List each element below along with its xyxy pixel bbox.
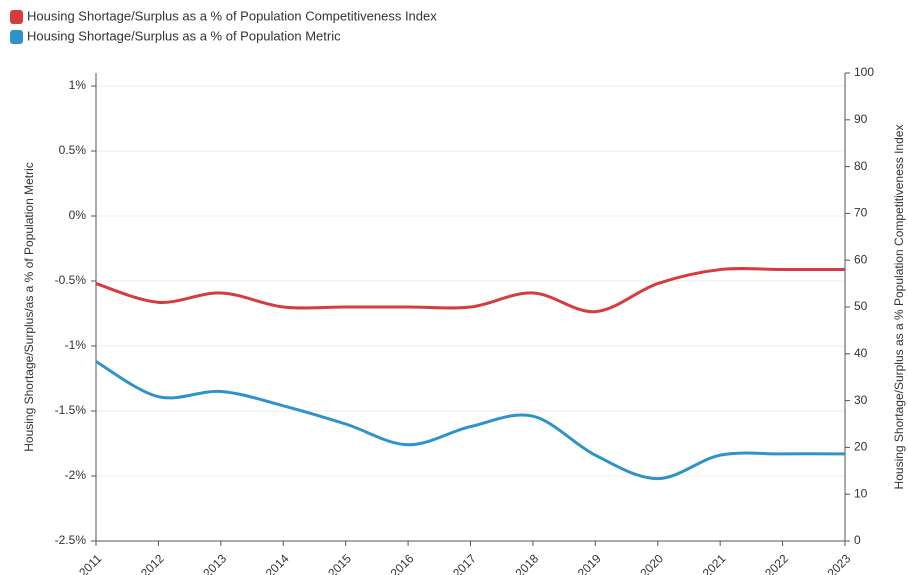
- y-tick-label: -2.5%: [55, 533, 87, 547]
- y2-tick-label: 10: [854, 486, 868, 500]
- x-tick-label: 2011: [76, 551, 104, 575]
- y2-tick-label: 90: [854, 112, 868, 126]
- x-tick-label: 2020: [637, 551, 666, 575]
- y-tick-label: -2%: [65, 468, 87, 482]
- y2-tick-label: 50: [854, 299, 868, 313]
- x-tick-label: 2017: [450, 551, 479, 575]
- x-tick-label: 2013: [200, 551, 229, 575]
- y2-tick-label: 80: [854, 159, 868, 173]
- legend-label: Housing Shortage/Surplus as a % of Popul…: [27, 8, 437, 23]
- x-tick-label: 2014: [263, 551, 292, 575]
- y-tick-label: -1.5%: [55, 403, 87, 417]
- y2-tick-label: 20: [854, 440, 868, 454]
- y2-tick-label: 70: [854, 206, 868, 220]
- y2-tick-label: 40: [854, 346, 868, 360]
- legend: Housing Shortage/Surplus as a % of Popul…: [10, 8, 437, 44]
- y2-tick-label: 30: [854, 393, 868, 407]
- x-tick-label: 2022: [762, 551, 791, 575]
- y2-tick-label: 60: [854, 252, 868, 266]
- y-tick-label: 0%: [69, 208, 87, 222]
- x-tick-label: 2016: [388, 551, 417, 575]
- x-tick-label: 2015: [325, 551, 354, 575]
- y-tick-label: 0.5%: [59, 143, 87, 157]
- x-tick-label: 2019: [575, 551, 604, 575]
- legend-swatch: [10, 30, 23, 44]
- y2-tick-label: 100: [854, 65, 874, 79]
- y2-axis-title: Housing Shortage/Surplus as a % Populati…: [892, 125, 906, 490]
- y2-tick-label: 0: [854, 533, 861, 547]
- line: [95, 267, 845, 314]
- line: [95, 360, 846, 481]
- x-tick-label: 2012: [138, 551, 167, 575]
- y-axis-title: Housing Shortage/Surplus/as a % of Popul…: [22, 162, 36, 452]
- y-tick-label: -0.5%: [55, 273, 87, 287]
- x-tick-label: 2023: [825, 551, 854, 575]
- y-tick-label: 1%: [69, 78, 87, 92]
- y-tick-label: -1%: [65, 338, 87, 352]
- x-tick-label: 2021: [700, 551, 729, 575]
- legend-swatch: [10, 10, 23, 24]
- x-tick-label: 2018: [512, 551, 541, 575]
- legend-label: Housing Shortage/Surplus as a % of Popul…: [27, 28, 341, 43]
